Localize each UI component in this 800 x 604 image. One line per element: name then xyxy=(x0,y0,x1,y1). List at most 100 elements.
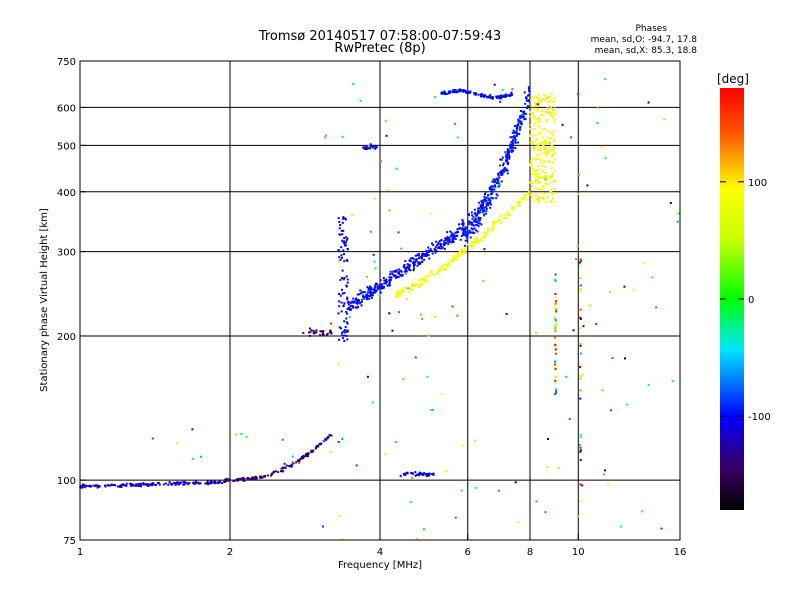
data-point xyxy=(477,210,480,212)
data-point xyxy=(456,314,459,317)
data-point xyxy=(343,253,345,256)
data-point xyxy=(364,148,367,150)
data-point xyxy=(493,83,496,86)
data-point xyxy=(446,231,449,234)
data-point xyxy=(553,97,556,100)
data-point xyxy=(546,183,549,185)
data-point xyxy=(400,270,403,273)
data-point xyxy=(395,269,398,272)
data-point xyxy=(418,474,421,477)
data-point xyxy=(464,250,466,252)
data-point xyxy=(290,463,293,466)
data-point xyxy=(462,252,465,255)
data-point xyxy=(462,444,465,447)
data-point xyxy=(427,246,430,249)
data-point xyxy=(537,181,540,184)
data-point xyxy=(523,110,526,113)
data-point xyxy=(106,484,109,487)
data-point xyxy=(511,205,513,208)
data-point xyxy=(423,472,426,475)
data-point xyxy=(458,227,460,230)
data-point xyxy=(541,176,543,179)
data-point xyxy=(462,251,465,254)
data-point xyxy=(518,204,521,207)
data-point xyxy=(502,169,505,172)
data-point xyxy=(499,222,502,224)
data-point xyxy=(393,275,396,278)
data-point xyxy=(515,129,518,132)
data-point xyxy=(517,122,520,125)
data-point xyxy=(442,268,445,271)
data-point xyxy=(343,329,346,331)
data-point xyxy=(479,217,482,219)
data-point xyxy=(191,428,194,431)
data-point xyxy=(468,213,470,216)
data-point xyxy=(462,249,465,252)
data-point xyxy=(438,240,441,243)
data-point xyxy=(372,146,375,149)
data-point xyxy=(403,264,406,266)
data-point xyxy=(448,239,451,242)
data-point xyxy=(464,244,466,247)
data-point xyxy=(409,501,412,504)
data-point xyxy=(350,301,353,304)
data-point xyxy=(519,116,522,119)
data-point xyxy=(506,169,509,172)
data-point xyxy=(554,352,557,355)
data-point xyxy=(368,288,371,291)
data-point xyxy=(337,312,340,315)
data-point xyxy=(534,102,536,104)
data-point xyxy=(420,313,423,316)
data-point xyxy=(315,331,318,334)
data-point xyxy=(446,238,449,241)
data-point xyxy=(353,300,356,303)
data-point xyxy=(464,239,467,242)
data-point xyxy=(513,137,516,140)
data-point xyxy=(374,267,377,270)
data-point xyxy=(366,286,369,289)
data-point xyxy=(498,489,500,492)
data-point xyxy=(431,272,434,275)
data-point xyxy=(419,256,422,259)
data-point xyxy=(517,118,520,121)
data-point xyxy=(421,261,423,264)
data-point xyxy=(124,484,127,487)
data-point xyxy=(455,255,458,258)
data-point xyxy=(576,245,579,248)
data-point xyxy=(415,258,418,261)
data-point xyxy=(527,93,530,96)
data-point xyxy=(525,96,528,99)
data-point xyxy=(477,217,480,220)
data-point xyxy=(553,114,556,117)
data-point xyxy=(580,352,582,355)
data-point xyxy=(471,221,473,224)
data-point xyxy=(506,150,509,153)
data-point xyxy=(342,278,345,281)
data-point xyxy=(488,199,491,202)
data-point xyxy=(478,207,481,210)
data-point xyxy=(363,296,366,299)
data-point xyxy=(481,94,484,97)
data-point xyxy=(535,170,538,173)
data-point xyxy=(262,475,265,478)
data-point xyxy=(449,230,452,233)
data-point xyxy=(446,240,449,243)
data-point xyxy=(544,110,547,113)
data-point xyxy=(475,214,478,217)
data-point xyxy=(554,296,557,299)
data-point xyxy=(464,226,467,229)
x-tick-label: 1 xyxy=(77,547,83,558)
data-point xyxy=(466,234,469,237)
data-point xyxy=(513,125,516,128)
data-point xyxy=(491,197,494,200)
data-point xyxy=(506,160,509,163)
data-point xyxy=(352,297,355,300)
data-point xyxy=(346,322,349,325)
data-point xyxy=(429,271,432,274)
data-point xyxy=(579,363,582,366)
data-point xyxy=(421,317,424,320)
data-point xyxy=(435,249,438,252)
data-point xyxy=(529,181,532,184)
data-point xyxy=(322,334,325,337)
data-point xyxy=(420,257,423,260)
